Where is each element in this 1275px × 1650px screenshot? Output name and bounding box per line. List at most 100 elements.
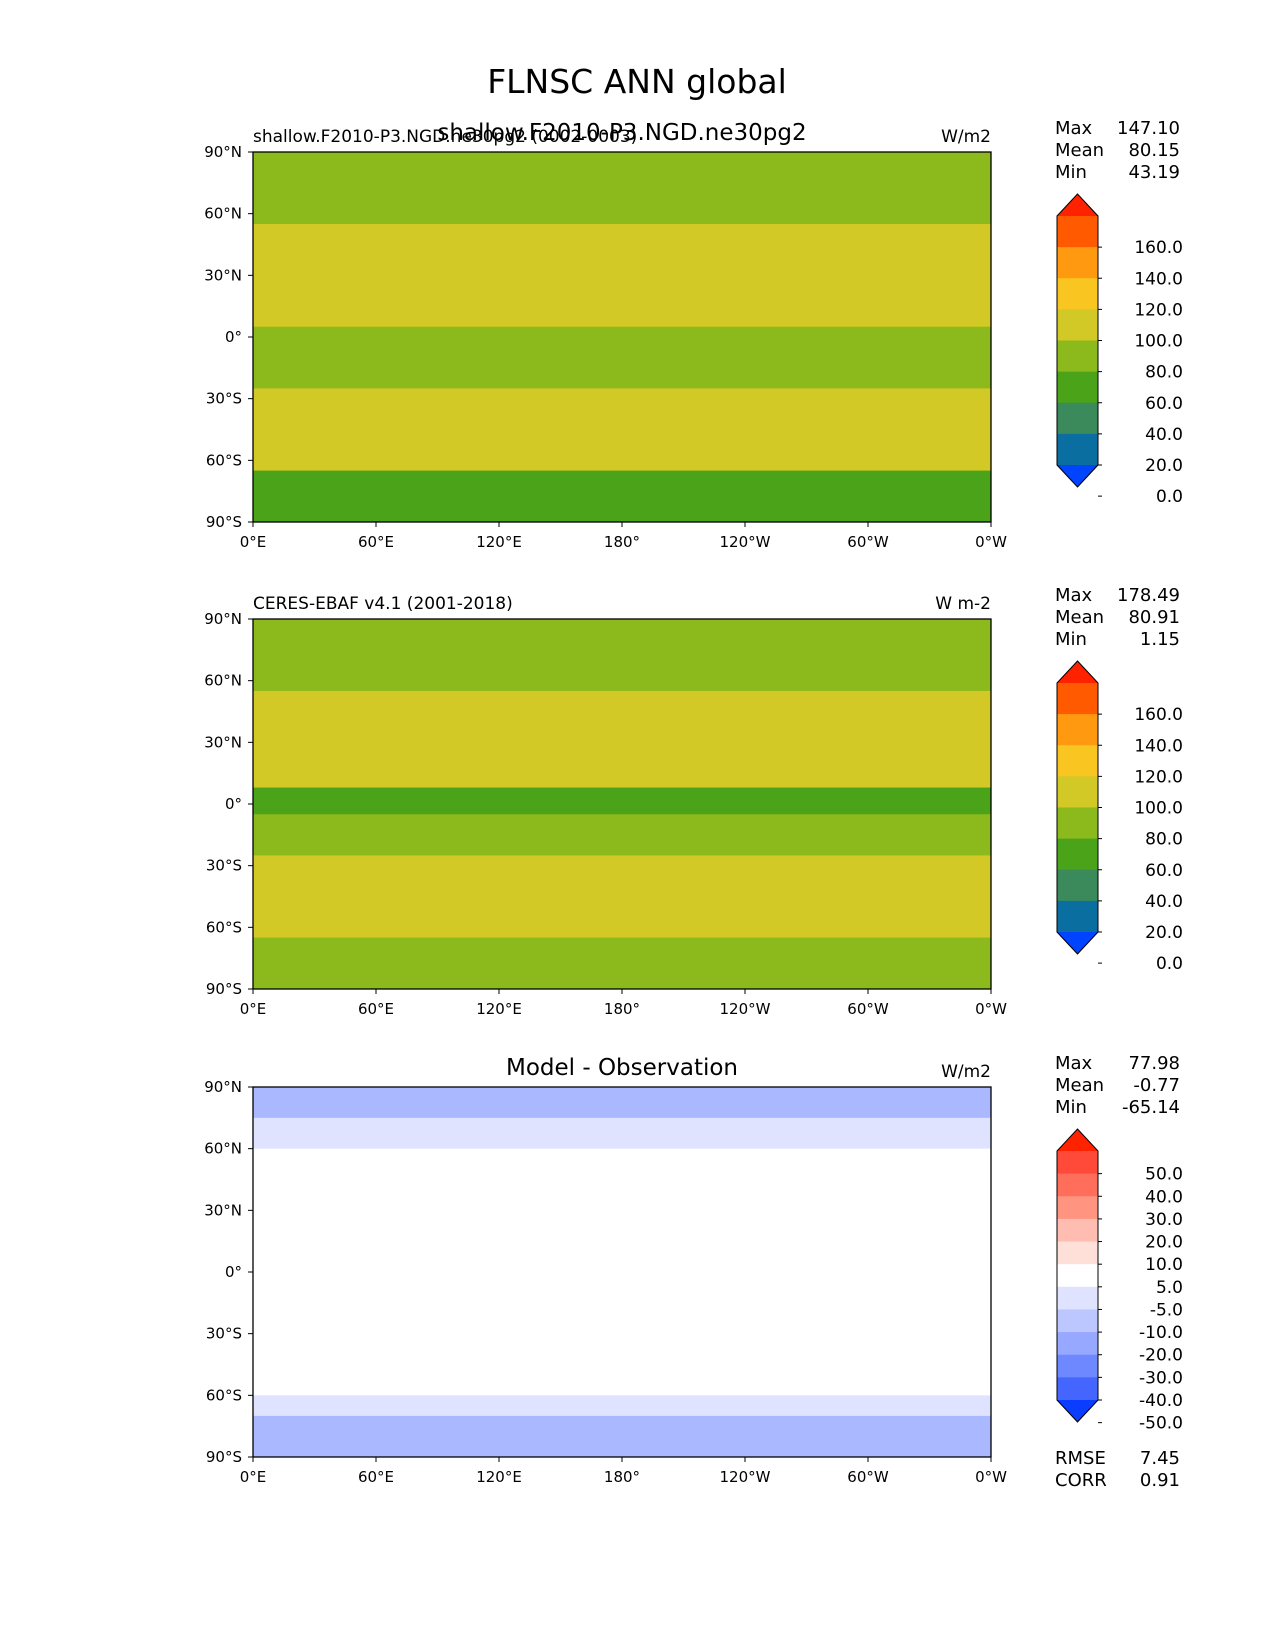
stat-value: 178.49 [1117,585,1180,606]
colorbar-label: 60.0 [1145,394,1183,414]
y-tick-label: 60°S [206,451,242,469]
y-tick-label: 0° [225,1263,242,1281]
stat-label: Min [1055,162,1087,183]
figure-title: FLNSC ANN global [487,62,787,101]
colorbar-swatch [1057,776,1098,809]
colorbar-swatch [1057,807,1098,840]
lat-band [253,388,991,472]
colorbar-swatch [1057,1286,1098,1311]
colorbar: 160.0 140.0 120.0 100.0 80.0 60.0 40.0 20.0 0.0 [1056,660,1183,974]
x-tick-label: 0°W [975,1000,1007,1018]
stat-value: 1.15 [1140,629,1180,650]
y-tick-label: 30°N [204,1201,242,1219]
y-tick-label: 60°S [206,1386,242,1404]
panel-title-right: W/m2 [941,127,991,147]
panel-title-center: shallow.F2010-P3.NGD.ne30pg2 [437,120,806,146]
y-tick-label: 90°S [206,1448,242,1466]
lat-band [253,690,991,754]
colorbar-label: 60.0 [1145,861,1183,881]
lat-band [253,660,991,692]
colorbar-swatch [1057,1218,1098,1243]
panel-title-center: Model - Observation [506,1055,738,1081]
footer-stat-label: CORR [1055,1470,1107,1491]
lat-band [253,787,991,815]
colorbar-label: 30.0 [1145,1210,1183,1230]
colorbar-label: 10.0 [1145,1255,1183,1275]
colorbar-label: 20.0 [1145,1233,1183,1253]
lat-band [253,937,991,990]
y-tick-label: 60°N [204,672,242,690]
colorbar-label: 20.0 [1145,923,1183,943]
colorbar-label: 0.0 [1156,954,1183,974]
colorbar-swatch [1057,1309,1098,1333]
y-tick-label: 30°S [206,1325,242,1343]
colorbar-swatch [1057,402,1098,435]
y-tick-label: 30°N [204,266,242,284]
stat-value: 80.15 [1128,140,1180,161]
map-difference [252,1086,992,1458]
lat-band [253,814,991,856]
y-tick-label: 30°S [206,390,242,408]
colorbar-extend-bottom [1057,1400,1098,1422]
x-tick-label: 60°W [847,1468,889,1486]
y-tick-label: 90°N [204,610,242,628]
stat-value: 43.19 [1128,162,1180,183]
colorbar-label: -40.0 [1139,1391,1183,1411]
y-tick-label: 60°N [204,1140,242,1158]
colorbar-label: 140.0 [1134,269,1183,289]
colorbar-swatch [1057,683,1098,715]
colorbar-label: -20.0 [1139,1346,1183,1366]
colorbar-swatch [1057,216,1098,248]
x-tick-label: 120°W [720,1468,771,1486]
colorbar-label: 40.0 [1145,425,1183,445]
colorbar-label: 80.0 [1145,830,1183,850]
lat-band [253,347,991,389]
map-reference [252,618,992,990]
lat-band [253,285,991,328]
panel-difference: Model - Observation W/m2 0°E 60°E 120°E 180° 1… [204,1053,1183,1491]
colorbar-label: 120.0 [1134,767,1183,787]
x-tick-label: 120°W [720,533,771,551]
colorbar-swatch [1057,247,1098,279]
x-tick-label: 0°W [975,1468,1007,1486]
stat-value: -65.14 [1122,1097,1180,1118]
x-tick-label: 180° [604,1000,640,1018]
lat-band [253,855,991,939]
stat-label: Mean [1055,140,1104,161]
colorbar-swatch [1057,838,1098,871]
x-tick-label: 120°W [720,1000,771,1018]
colorbar-label: -30.0 [1139,1368,1183,1388]
colorbar-swatch [1057,1354,1098,1378]
colorbar-label: -5.0 [1150,1300,1183,1320]
y-tick-label: 60°S [206,918,242,936]
colorbar-swatch [1057,714,1098,746]
colorbar-swatch [1057,900,1098,933]
lat-band [253,1415,991,1458]
colorbar-swatch [1057,433,1098,466]
colorbar-label: 20.0 [1145,456,1183,476]
colorbar-label: 160.0 [1134,705,1183,725]
panel-title-left: shallow.F2010-P3.NGD.ne30pg2 (0002-0003) [253,127,637,147]
colorbar-swatch [1057,1173,1098,1197]
y-tick-label: 90°S [206,980,242,998]
x-tick-label: 0°E [240,533,267,551]
footer-stat-value: 0.91 [1140,1470,1180,1491]
lat-band [253,619,991,661]
panel-title-right: W m-2 [935,594,991,614]
x-tick-label: 180° [604,533,640,551]
colorbar-swatch [1057,1241,1098,1265]
lat-band [253,152,991,194]
colorbar-swatch [1057,340,1098,373]
x-tick-label: 0°E [240,1000,267,1018]
y-tick-label: 0° [225,328,242,346]
lat-band [253,326,991,348]
y-tick-label: 90°N [204,1078,242,1096]
x-tick-label: 120°E [476,1468,522,1486]
x-tick-label: 60°E [358,1000,394,1018]
stat-value: 77.98 [1128,1053,1180,1074]
colorbar-label: 120.0 [1134,300,1183,320]
stat-label: Max [1055,585,1093,606]
y-tick-label: 0° [225,795,242,813]
colorbar-extend-top [1057,661,1098,683]
